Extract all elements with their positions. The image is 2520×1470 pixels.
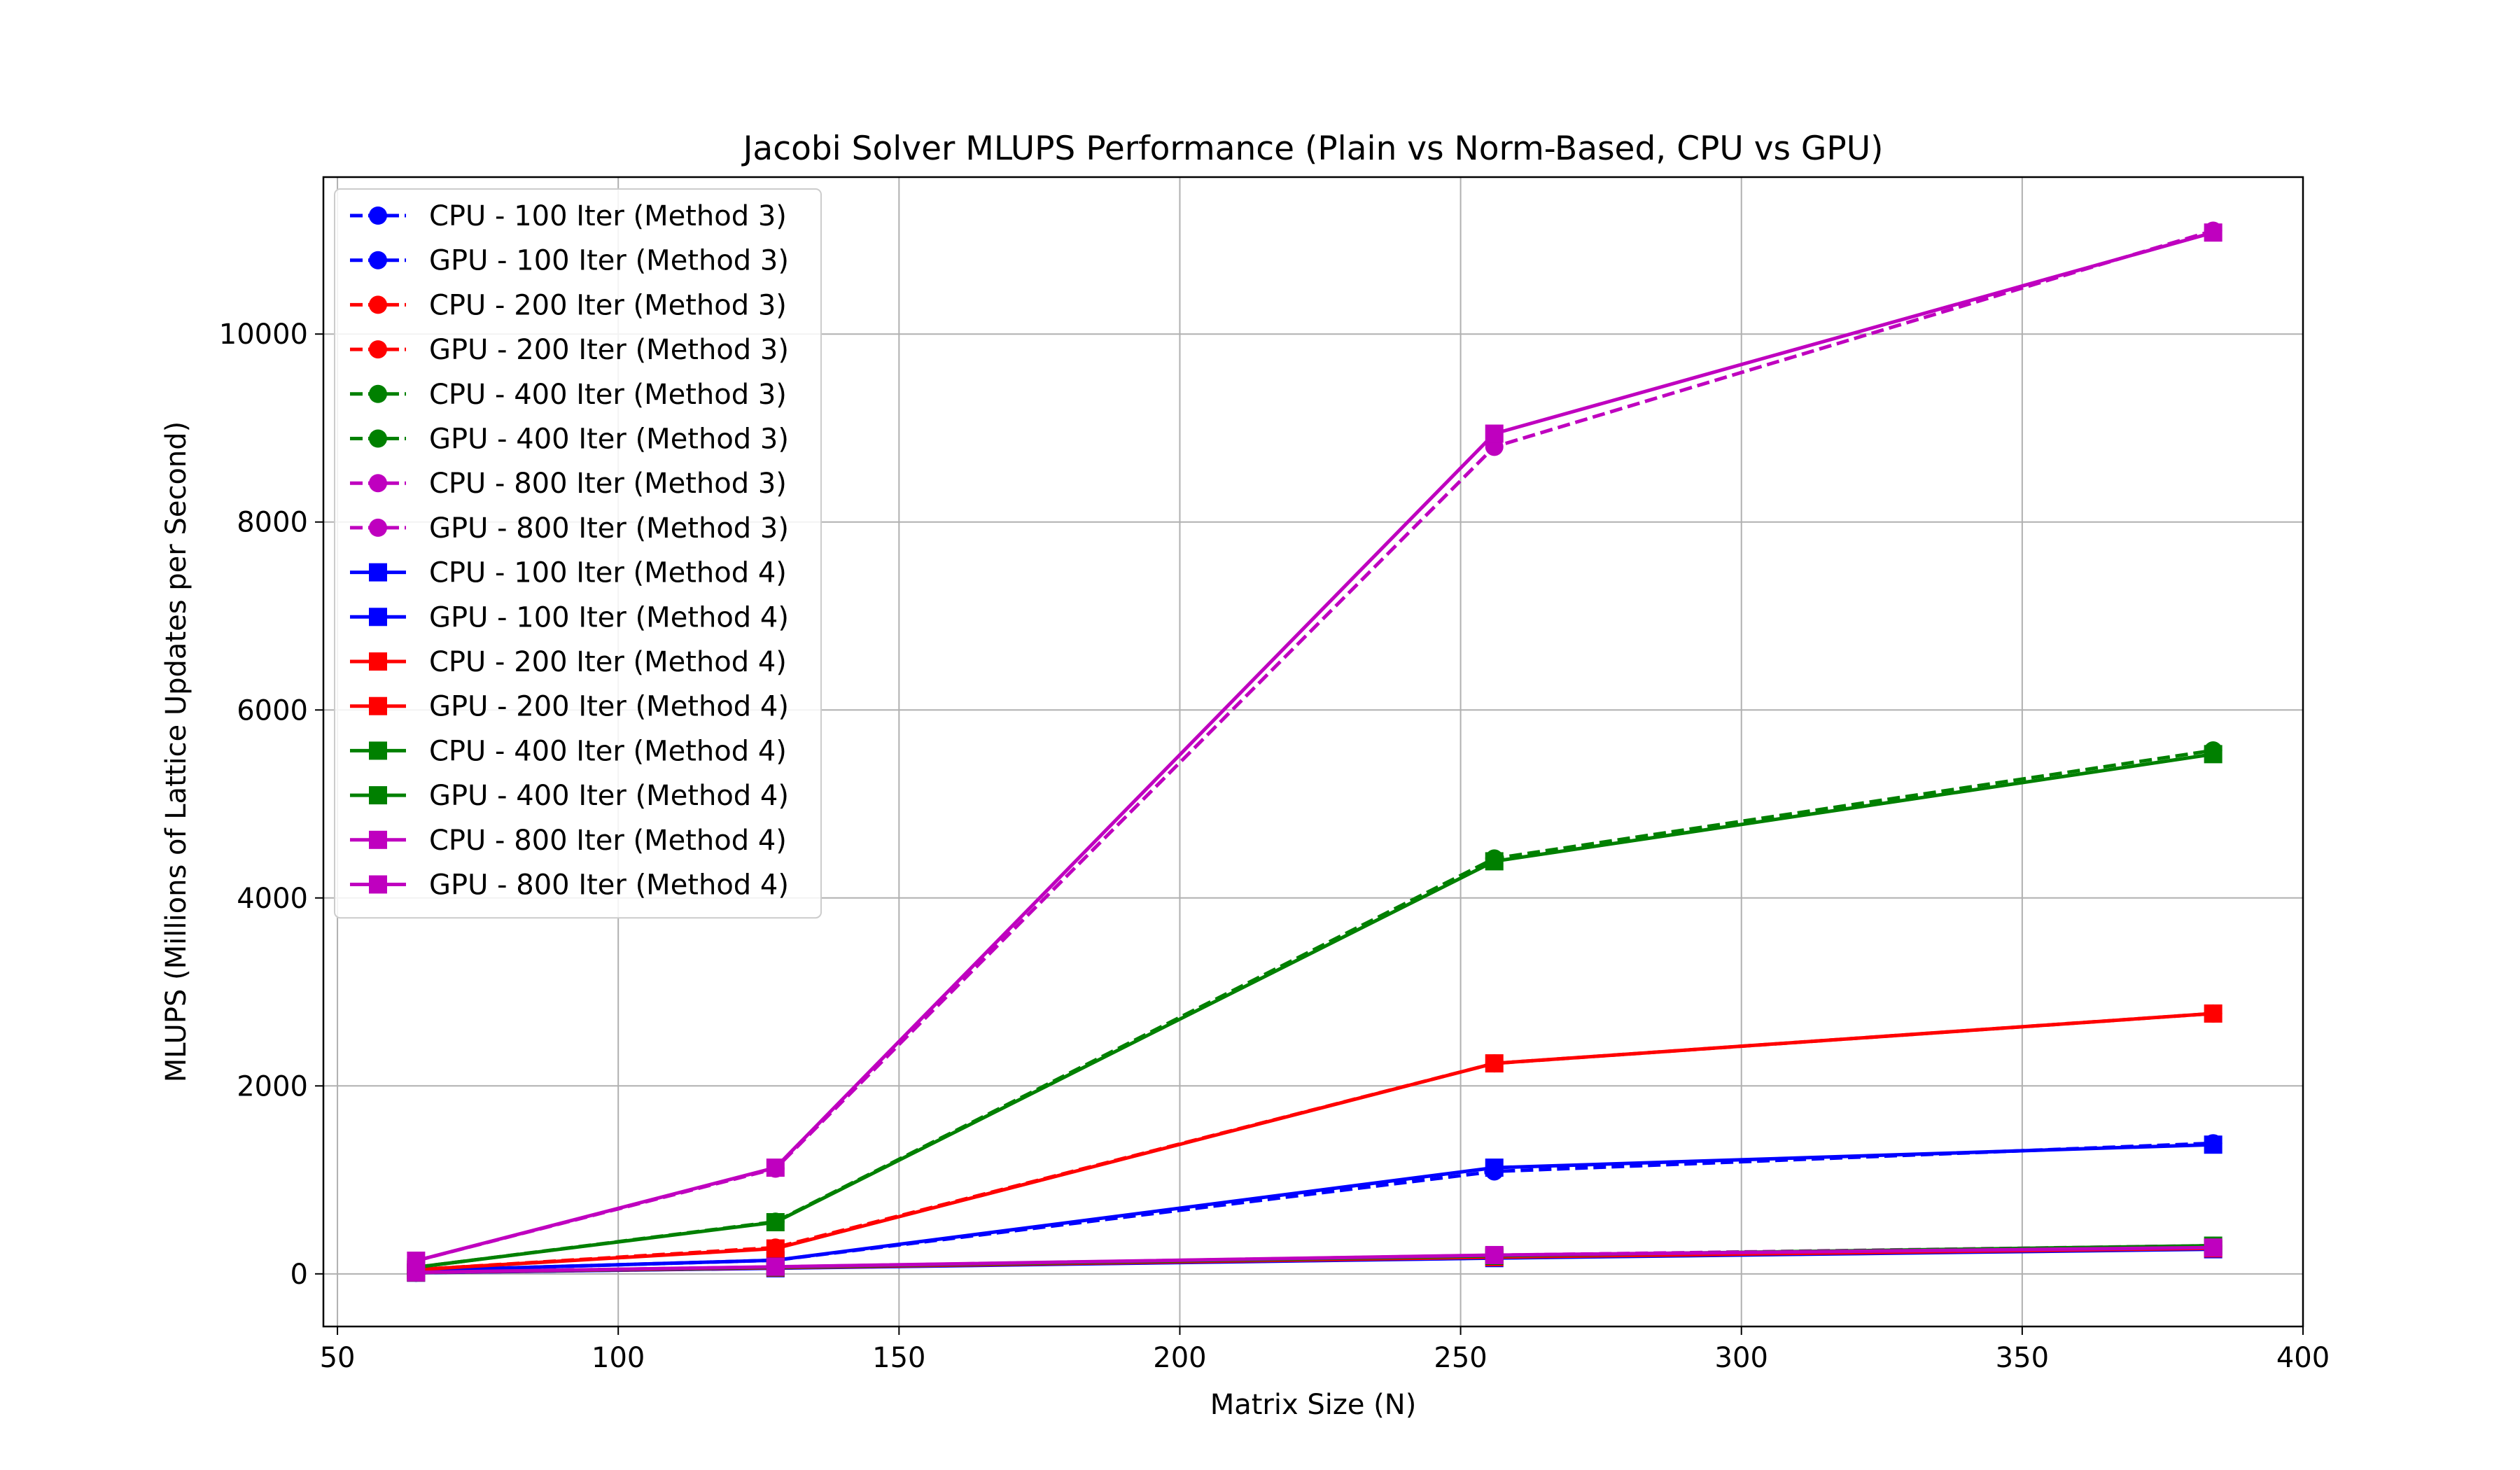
legend-label: GPU - 800 Iter (Method 3): [429, 512, 789, 545]
legend-marker: [369, 875, 387, 894]
legend-item: CPU - 200 Iter (Method 3): [350, 289, 787, 321]
legend-label: GPU - 400 Iter (Method 4): [429, 780, 789, 812]
series-line: [416, 1011, 2213, 1272]
legend-label: CPU - 100 Iter (Method 3): [429, 200, 787, 232]
legend-label: GPU - 200 Iter (Method 3): [429, 334, 789, 366]
legend-item: CPU - 800 Iter (Method 3): [350, 468, 787, 500]
legend-marker: [369, 251, 387, 270]
series-line: [416, 752, 2213, 1269]
legend-item: CPU - 100 Iter (Method 4): [350, 557, 787, 589]
series-16: [407, 223, 2222, 1270]
legend-label: GPU - 200 Iter (Method 4): [429, 691, 789, 723]
data-point: [1485, 852, 1504, 871]
data-point: [1485, 424, 1504, 443]
series-line: [415, 230, 2214, 1263]
legend-item: GPU - 800 Iter (Method 3): [350, 512, 789, 545]
y-tick-label: 8000: [237, 507, 308, 539]
data-point: [766, 1257, 785, 1276]
x-tick-label: 400: [2276, 1342, 2330, 1374]
legend-item: GPU - 100 Iter (Method 4): [350, 601, 789, 634]
legend-marker: [369, 696, 387, 715]
legend-item: GPU - 200 Iter (Method 4): [350, 691, 789, 723]
data-point: [2204, 1135, 2222, 1154]
legend-label: GPU - 100 Iter (Method 3): [429, 245, 789, 277]
legend-marker: [369, 652, 387, 671]
data-point: [407, 1252, 426, 1270]
chart-title: Jacobi Solver MLUPS Performance (Plain v…: [741, 130, 1884, 168]
legend-marker: [369, 429, 387, 448]
legend-marker: [369, 340, 387, 359]
x-tick-label: 200: [1153, 1342, 1206, 1374]
y-tick-label: 2000: [237, 1070, 308, 1102]
legend-marker: [369, 830, 387, 849]
legend-marker: [369, 206, 387, 225]
legend-item: GPU - 100 Iter (Method 3): [350, 245, 789, 277]
legend-marker: [369, 563, 387, 582]
data-point: [2204, 1238, 2222, 1257]
x-tick-label: 300: [1715, 1342, 1768, 1374]
series-layer: [407, 221, 2222, 1282]
legend-item: CPU - 200 Iter (Method 4): [350, 646, 787, 678]
legend-box: [334, 188, 822, 919]
plot-frame: [322, 176, 2304, 1328]
y-tick-label: 10000: [219, 318, 308, 351]
legend-item: CPU - 400 Iter (Method 4): [350, 735, 787, 767]
legend-marker: [369, 474, 387, 493]
legend-marker: [369, 786, 387, 805]
legend-item: GPU - 800 Iter (Method 4): [350, 869, 789, 902]
legend-label: CPU - 400 Iter (Method 3): [429, 379, 787, 411]
legend-item: CPU - 800 Iter (Method 4): [350, 825, 787, 857]
data-point: [1485, 1245, 1504, 1264]
x-tick-label: 350: [1996, 1342, 2049, 1374]
legend-label: CPU - 200 Iter (Method 4): [429, 646, 787, 678]
legend-item: GPU - 400 Iter (Method 3): [350, 424, 789, 456]
x-axis-label: Matrix Size (N): [1210, 1389, 1417, 1421]
x-tick-label: 150: [872, 1342, 925, 1374]
legend-item: GPU - 400 Iter (Method 4): [350, 780, 789, 812]
y-tick-label: 4000: [237, 883, 308, 915]
legend-marker: [369, 608, 387, 626]
data-point: [1485, 1158, 1504, 1177]
series-line: [416, 1245, 2213, 1275]
x-tick-label: 50: [320, 1342, 356, 1374]
legend-item: CPU - 400 Iter (Method 3): [350, 379, 787, 411]
y-tick-label: 0: [290, 1259, 308, 1291]
data-point: [1485, 1054, 1504, 1073]
legend-label: CPU - 400 Iter (Method 4): [429, 735, 787, 767]
data-point: [2204, 745, 2222, 764]
legend-label: CPU - 200 Iter (Method 3): [429, 289, 787, 321]
legend-label: GPU - 400 Iter (Method 3): [429, 424, 789, 456]
y-axis-label: MLUPS (Millions of Lattice Updates per S…: [160, 421, 192, 1083]
legend-label: GPU - 100 Iter (Method 4): [429, 601, 789, 634]
legend-marker: [369, 295, 387, 314]
legend-label: GPU - 800 Iter (Method 4): [429, 869, 789, 902]
data-point: [2204, 223, 2222, 242]
y-tick-label: 6000: [237, 694, 308, 727]
x-tick-label: 250: [1434, 1342, 1487, 1374]
legend-label: CPU - 100 Iter (Method 4): [429, 557, 787, 589]
data-point: [2204, 1004, 2222, 1023]
data-point: [766, 1158, 785, 1177]
data-point: [766, 1212, 785, 1231]
data-point: [766, 1239, 785, 1258]
legend: CPU - 100 Iter (Method 3) GPU - 100 Iter …: [334, 188, 822, 919]
legend-label: CPU - 800 Iter (Method 4): [429, 825, 787, 857]
legend-item: GPU - 200 Iter (Method 3): [350, 334, 789, 366]
legend-marker: [369, 518, 387, 537]
legend-label: CPU - 800 Iter (Method 3): [429, 468, 787, 500]
series-line: [416, 1142, 2213, 1273]
axis-ticks: 50 100 150 200 250 300 350 40002000400060008000…: [219, 318, 2330, 1374]
legend-item: CPU - 100 Iter (Method 3): [350, 200, 787, 232]
legend-marker: [369, 384, 387, 403]
x-tick-label: 100: [592, 1342, 645, 1374]
legend-marker: [369, 741, 387, 760]
